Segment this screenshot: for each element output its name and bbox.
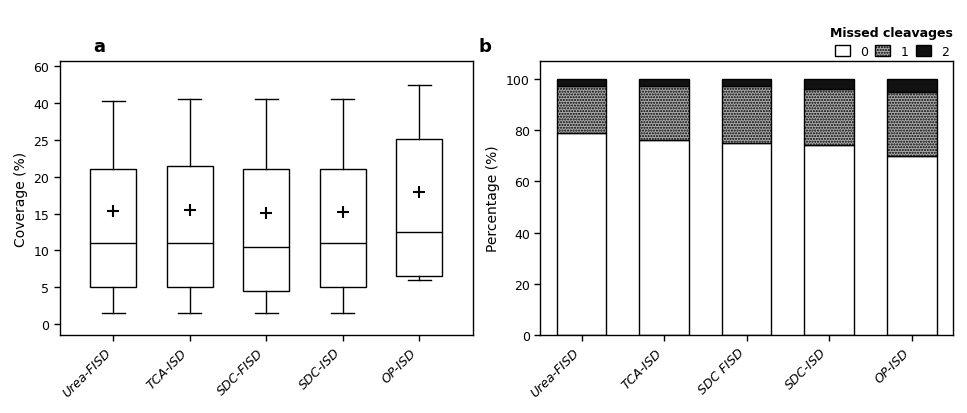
PathPatch shape [166,166,213,287]
PathPatch shape [90,170,136,287]
Bar [557,80,606,87]
Bar [722,143,772,335]
Text: a: a [93,38,104,56]
Bar [887,92,937,156]
PathPatch shape [320,170,366,287]
Text: b: b [479,38,491,56]
Bar [722,87,772,143]
Bar [722,80,772,87]
Bar [805,90,854,146]
Bar [639,87,689,141]
Bar [639,141,689,335]
Bar [557,133,606,335]
Bar [805,80,854,90]
Y-axis label: Percentage (%): Percentage (%) [486,145,501,252]
Bar [557,87,606,133]
PathPatch shape [244,170,289,291]
Bar [887,156,937,335]
Bar [887,80,937,92]
Bar [805,146,854,335]
PathPatch shape [396,140,442,277]
Bar [639,80,689,87]
Legend: 0, 1, 2: 0, 1, 2 [831,27,953,59]
Y-axis label: Coverage (%): Coverage (%) [14,151,28,246]
